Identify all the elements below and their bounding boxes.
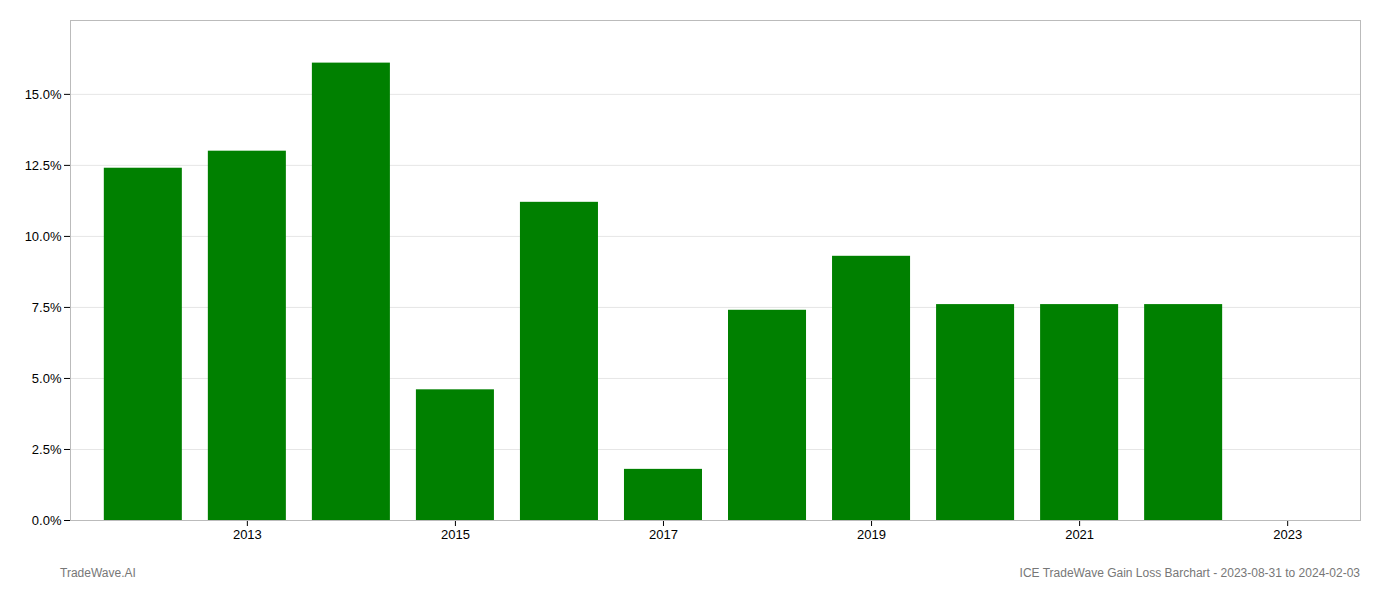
svg-text:2.5%: 2.5% (32, 442, 62, 457)
svg-text:12.5%: 12.5% (25, 158, 62, 173)
svg-text:0.0%: 0.0% (32, 513, 62, 528)
svg-text:10.0%: 10.0% (25, 229, 62, 244)
svg-text:2017: 2017 (649, 527, 678, 542)
svg-text:7.5%: 7.5% (32, 300, 62, 315)
html-text:ICE TradeWave Gain Loss Barcha: ICE TradeWave Gain Loss Barchart - 2023-… (1019, 566, 1360, 580)
html-text:TradeWave.AI: TradeWave.AI (60, 566, 136, 580)
svg-text:5.0%: 5.0% (32, 371, 62, 386)
svg-text:2019: 2019 (857, 527, 886, 542)
svg-text:2013: 2013 (233, 527, 262, 542)
svg-text:15.0%: 15.0% (25, 87, 62, 102)
svg-text:2021: 2021 (1065, 527, 1094, 542)
svg-text:2023: 2023 (1273, 527, 1302, 542)
svg-text:2015: 2015 (441, 527, 470, 542)
